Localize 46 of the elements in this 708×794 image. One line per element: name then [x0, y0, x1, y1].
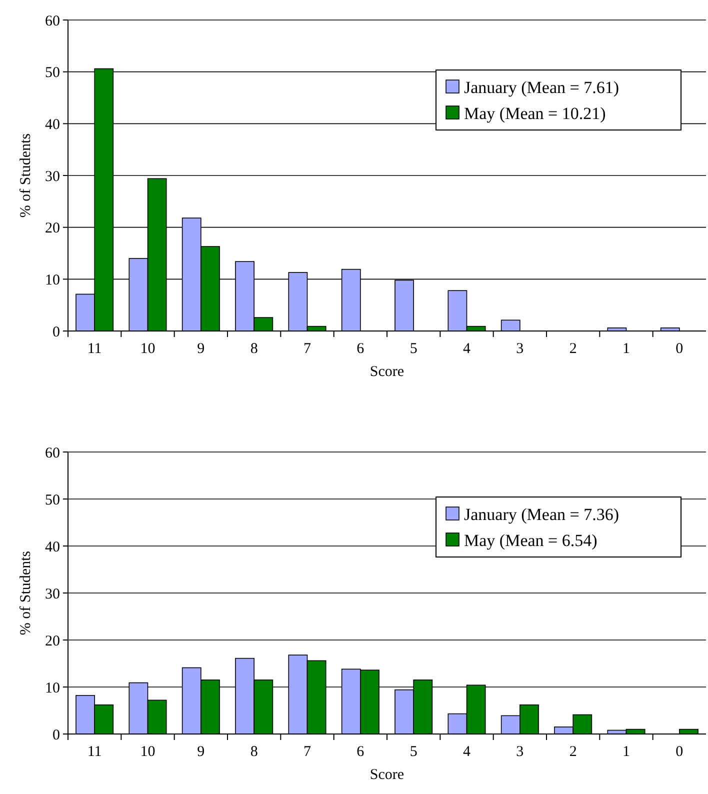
x-tick-label: 9 [197, 744, 205, 760]
x-tick-label: 1 [622, 744, 630, 760]
y-tick-label: 0 [52, 727, 60, 744]
legend-label: May (Mean = 6.54) [464, 530, 598, 550]
y-tick-label: 10 [45, 680, 60, 696]
x-tick-label: 6 [356, 744, 365, 760]
x-tick-label: 3 [516, 744, 524, 760]
x-tick-label: 5 [410, 744, 418, 760]
x-tick-label: 0 [676, 744, 684, 760]
y-axis-title: % of Students [18, 550, 34, 636]
legend-label: May (Mean = 10.21) [464, 104, 606, 123]
x-tick-label: 2 [569, 341, 577, 357]
x-tick-label: 1 [622, 341, 630, 357]
y-tick-label: 60 [45, 445, 60, 462]
y-tick-label: 50 [45, 492, 60, 508]
x-tick-label: 11 [87, 341, 102, 357]
y-tick-label: 30 [45, 168, 60, 185]
x-tick-label: 4 [463, 744, 471, 760]
x-tick-label: 7 [304, 744, 312, 760]
y-tick-label: 40 [45, 539, 60, 556]
y-tick-label: 60 [45, 13, 60, 30]
x-tick-label: 10 [140, 744, 156, 760]
x-tick-label: 4 [463, 341, 471, 357]
x-tick-label: 6 [356, 341, 365, 357]
x-tick-label: 9 [197, 341, 205, 357]
x-tick-label: 2 [569, 744, 577, 760]
x-tick-label: 7 [304, 341, 312, 357]
x-tick-label: 10 [140, 341, 156, 357]
y-tick-label: 0 [52, 324, 60, 340]
x-tick-label: 8 [250, 341, 258, 357]
x-tick-label: 5 [410, 341, 418, 357]
y-tick-label: 20 [45, 633, 60, 650]
x-tick-label: 3 [516, 341, 524, 357]
x-axis-title: Score [370, 364, 404, 380]
y-axis-title: % of Students [18, 133, 34, 218]
y-tick-label: 20 [45, 220, 60, 237]
y-tick-label: 40 [45, 116, 60, 133]
legend-label: January (Mean = 7.61) [464, 78, 619, 97]
x-tick-label: 8 [250, 744, 258, 760]
legend-label: January (Mean = 7.36) [464, 504, 619, 524]
x-axis-title: Score [370, 767, 404, 783]
y-tick-label: 50 [45, 65, 60, 82]
y-tick-label: 30 [45, 586, 60, 602]
y-tick-label: 10 [45, 272, 60, 288]
x-tick-label: 11 [87, 744, 102, 760]
x-tick-label: 0 [676, 341, 684, 357]
